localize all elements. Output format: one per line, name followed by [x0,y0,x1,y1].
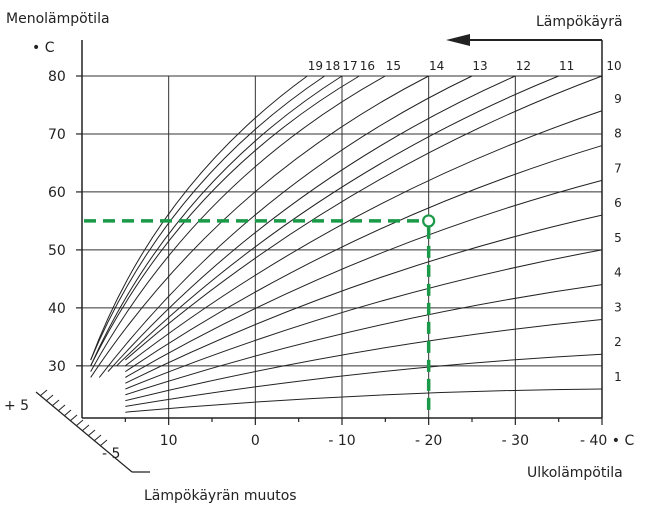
offset-plus-label: + 5 [4,398,29,414]
curve-label-19: 19 [308,59,323,73]
heating-curve-9 [125,110,603,367]
curve-label-13: 13 [472,59,487,73]
offset-axis-title: Lämpökäyrän muutos [144,488,297,504]
y-tick-label: 80 [48,69,66,85]
example-reading [84,214,436,416]
y-tick-label: 60 [48,185,66,201]
curve-label-18: 18 [325,59,340,73]
curve-label-11: 11 [559,59,574,73]
example-point [422,214,436,228]
x-tick-label: - 10 [328,433,355,449]
offset-tick [93,434,102,442]
offset-tick [51,399,60,407]
y-axis-unit: • C [32,40,55,56]
heating-curve-14 [90,75,429,378]
y-tick-label: 70 [48,127,66,143]
x-tick-label-last: - 40 • C [580,433,634,449]
offset-tick [63,409,72,417]
curve-label-7: 7 [614,161,622,175]
curve-label-9: 9 [614,92,622,106]
offset-tick [87,429,96,437]
offset-tick [99,439,108,447]
heating-curve-3 [125,318,603,402]
offset-tick [39,389,48,397]
offset-axis-line [35,391,133,473]
x-tick-label: 10 [160,433,178,449]
heating-curve-19 [90,75,308,361]
x-tick-label: - 20 [415,433,442,449]
curve-label-6: 6 [614,196,622,210]
x-tick-label: 0 [251,433,260,449]
axes [35,34,603,473]
heating-curve-8 [125,145,603,373]
heating-curve-10 [125,75,603,361]
curve-label-1: 1 [614,370,622,384]
curve-label-15: 15 [386,59,401,73]
y-tick-label: 30 [48,359,66,375]
heating-curve-6 [125,214,603,384]
heating-curve-1 [125,388,603,413]
heating-curve-13 [98,75,473,378]
heating-curve-17 [90,75,343,367]
heating-curve-12 [107,75,516,372]
curve-axis-title: Lämpökäyrä [536,14,623,30]
heating-curve-2 [125,353,603,407]
curve-label-3: 3 [614,300,622,314]
y-tick-label: 40 [48,301,66,317]
heating-curve-7 [125,179,603,378]
curve-label-12: 12 [516,59,531,73]
curve-label-10: 10 [606,59,621,73]
heating-curve-4 [125,284,603,396]
curve-label-2: 2 [614,335,622,349]
heating-curve-15 [90,75,386,372]
tick-labels: 30 40 50 60 70 80 10 0 - 10 - 20 - 30 - 40 • C [48,69,634,449]
curve-label-4: 4 [614,266,622,280]
curve-label-8: 8 [614,127,622,141]
offset-tick [57,404,66,412]
offset-tick [69,414,78,422]
heating-curve-11 [116,75,559,367]
offset-tick [45,394,54,402]
curve-label-14: 14 [429,59,444,73]
heating-curve-5 [125,249,603,390]
curve-arrow-head [446,34,470,46]
y-axis-title: Menolämpötila [6,11,110,27]
curve-label-16: 16 [360,59,375,73]
curve-label-17: 17 [342,59,357,73]
y-tick-label: 50 [48,243,66,259]
heating-curve-16 [90,75,360,367]
offset-tick [75,419,84,427]
heating-curve-18 [90,75,325,361]
offset-tick [81,424,90,432]
curve-label-5: 5 [614,231,622,245]
x-tick-label: - 30 [502,433,529,449]
heating-curves [90,75,603,413]
x-axis-title: Ulkolämpötila [527,465,623,481]
